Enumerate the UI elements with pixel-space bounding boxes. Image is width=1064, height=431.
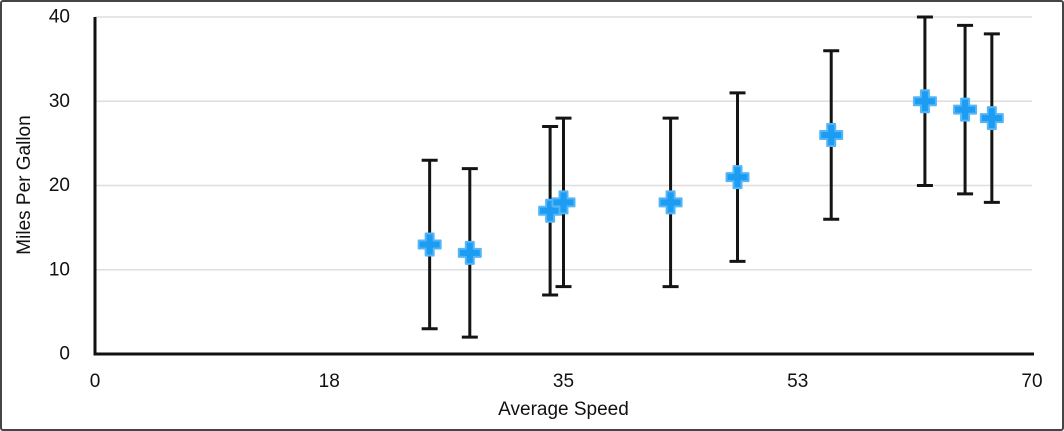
x-tick-label: 70 [1021,371,1042,392]
y-tick-label: 10 [49,259,70,280]
data-point-marker [457,240,482,265]
data-point-marker [725,165,750,190]
data-point-marker [953,97,978,122]
data-point-marker [417,232,442,257]
x-axis-title: Average Speed [498,399,629,420]
x-tick-label: 35 [553,371,574,392]
data-point-marker [551,190,576,215]
data-point-marker [658,190,683,215]
x-tick-label: 53 [787,371,808,392]
y-tick-label: 20 [49,175,70,196]
data-point-marker [538,198,563,223]
data-point-marker [979,106,1004,131]
y-tick-label: 0 [59,344,70,365]
data-point-marker [819,122,844,147]
y-tick-label: 40 [49,7,70,28]
y-axis-title: Miles Per Gallon [14,115,35,255]
data-point-marker [912,89,937,114]
x-tick-label: 18 [319,371,340,392]
y-tick-label: 30 [49,91,70,112]
x-tick-label: 0 [90,371,101,392]
